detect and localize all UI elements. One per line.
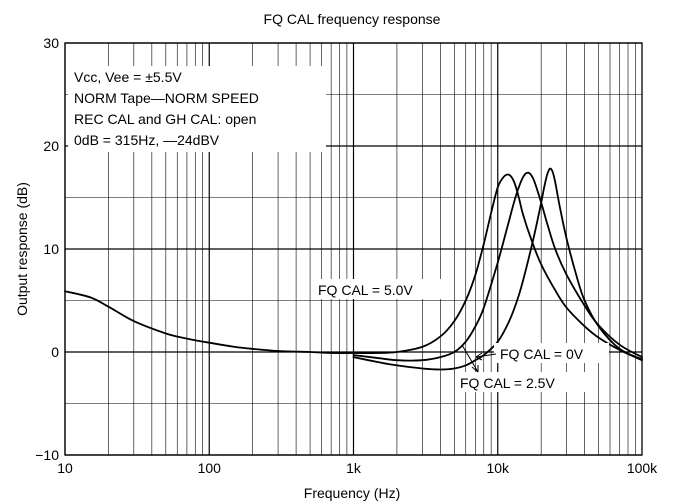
x-tick-label: 10k xyxy=(486,460,510,476)
conditions-box: Vcc, Vee = ±5.5V NORM Tape—NORM SPEED RE… xyxy=(68,66,326,152)
x-axis-label: Frequency (Hz) xyxy=(304,485,400,501)
condition-line-1: Vcc, Vee = ±5.5V xyxy=(74,69,182,85)
x-tick-label: 1k xyxy=(346,460,362,476)
annotation-fq-cal-2-5v-text: FQ CAL = 2.5V xyxy=(460,375,555,391)
annotation-fq-cal-0v: FQ CAL = 0V xyxy=(494,343,609,363)
condition-line-2: NORM Tape—NORM SPEED xyxy=(74,90,259,106)
plot-frame xyxy=(64,42,643,456)
annotation-fq-cal-2-5v: FQ CAL = 2.5V xyxy=(455,372,587,392)
series-line-0 xyxy=(64,173,643,362)
x-tick-labels: 10 100 1k 10k 100k xyxy=(57,460,658,476)
arrow-fq-cal-0v-head xyxy=(475,352,483,361)
condition-line-3: REC CAL and GH CAL: open xyxy=(74,111,256,127)
y-tick-label: −10 xyxy=(35,447,59,463)
y-tick-label: 10 xyxy=(43,241,59,257)
x-tick-label: 100 xyxy=(198,460,222,476)
series-line-2 xyxy=(352,167,643,371)
series-layer xyxy=(64,167,643,371)
y-tick-label: 0 xyxy=(51,344,59,360)
y-axis-label: Output response (dB) xyxy=(14,182,30,316)
annotation-fq-cal-5v-text: FQ CAL = 5.0V xyxy=(318,282,413,298)
x-tick-label: 10 xyxy=(57,460,73,476)
x-tick-label: 100k xyxy=(627,460,658,476)
annotation-fq-cal-0v-text: FQ CAL = 0V xyxy=(500,346,584,362)
conditions-background xyxy=(68,66,326,152)
annotation-arrows xyxy=(461,344,497,373)
condition-line-4: 0dB = 315Hz, —24dBV xyxy=(74,132,220,148)
y-tick-labels: −10 0 10 20 30 xyxy=(35,35,59,463)
chart-title: FQ CAL frequency response xyxy=(264,11,441,27)
y-tick-label: 20 xyxy=(43,138,59,154)
arrow-fq-cal-2-5v xyxy=(461,344,479,373)
arrow-fq-cal-2-5v-head xyxy=(471,365,479,373)
annotation-fq-cal-5v: FQ CAL = 5.0V xyxy=(313,279,441,299)
y-tick-label: 30 xyxy=(43,35,59,51)
arrow-fq-cal-0v xyxy=(475,353,497,358)
series-line-1 xyxy=(352,171,643,362)
